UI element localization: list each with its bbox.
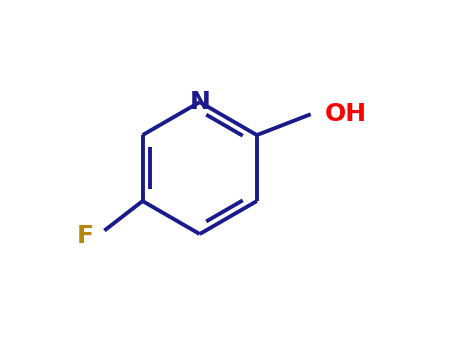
Text: OH: OH (324, 102, 367, 126)
Text: F: F (77, 224, 94, 248)
Text: N: N (189, 90, 210, 114)
